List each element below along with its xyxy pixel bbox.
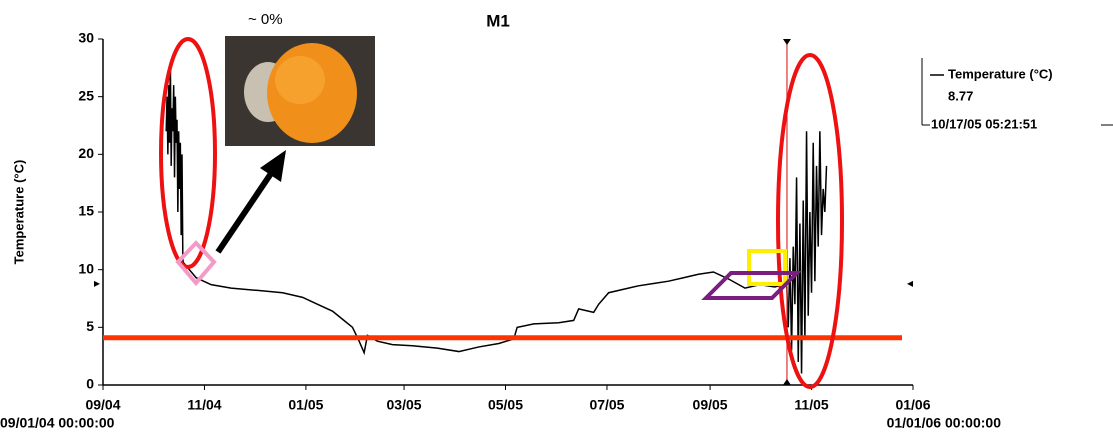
x-tick-label: 03/05 xyxy=(387,397,422,413)
y-tick-label: 25 xyxy=(78,87,94,103)
arrow xyxy=(215,170,275,254)
parallelogram xyxy=(701,271,802,300)
x-tick-label: 01/05 xyxy=(288,397,323,413)
x-tick-label: 05/05 xyxy=(488,397,523,413)
cursor-time: 10/17/05 05:21:51 xyxy=(931,116,1037,131)
plot: 0 5 10 15 20 25 30 09/04 11/04 01/05 03/05 05/05 07/… xyxy=(78,30,930,413)
chart-title: M1 xyxy=(486,11,510,30)
highlight-ellipse xyxy=(776,53,844,389)
legend: Temperature (°C) 8.77 10/17/05 05:21:51 xyxy=(921,58,1113,131)
cursor-value-marker xyxy=(94,280,100,287)
y-axis-label: Temperature (°C) xyxy=(11,160,26,265)
annotation: ~ 0% xyxy=(248,11,283,28)
diamond xyxy=(175,240,217,287)
y-tick-label: 15 xyxy=(78,203,94,219)
x-tick-label: 09/05 xyxy=(693,397,728,413)
y-tick-label: 20 xyxy=(78,145,94,161)
y-tick-label: 30 xyxy=(78,30,94,46)
x-tick-label: 11/04 xyxy=(187,397,221,413)
data-line xyxy=(165,62,828,374)
y-tick-label: 5 xyxy=(86,318,94,334)
photo xyxy=(225,36,375,146)
y-tick-label: 0 xyxy=(86,376,94,392)
square xyxy=(747,249,787,286)
x-tick-label: 07/05 xyxy=(589,397,624,413)
cursor-value: 8.77 xyxy=(948,88,973,103)
overlays xyxy=(159,37,844,389)
x-tick-label: 01/06 xyxy=(895,397,930,413)
y-tick-label: 10 xyxy=(78,260,94,276)
x-tick-label: 11/05 xyxy=(794,397,828,413)
cursor-marker xyxy=(782,39,791,45)
arrow-head xyxy=(260,150,286,182)
x-end-label: 01/01/06 00:00:00 xyxy=(887,415,1002,431)
x-start-label: 09/01/04 00:00:00 xyxy=(0,415,115,431)
x-tick-label: 09/04 xyxy=(85,397,120,413)
legend-label: Temperature (°C) xyxy=(948,66,1053,81)
cursor-marker xyxy=(782,379,791,385)
cursor-value-marker xyxy=(907,280,913,287)
highlight-ellipse xyxy=(159,37,217,269)
